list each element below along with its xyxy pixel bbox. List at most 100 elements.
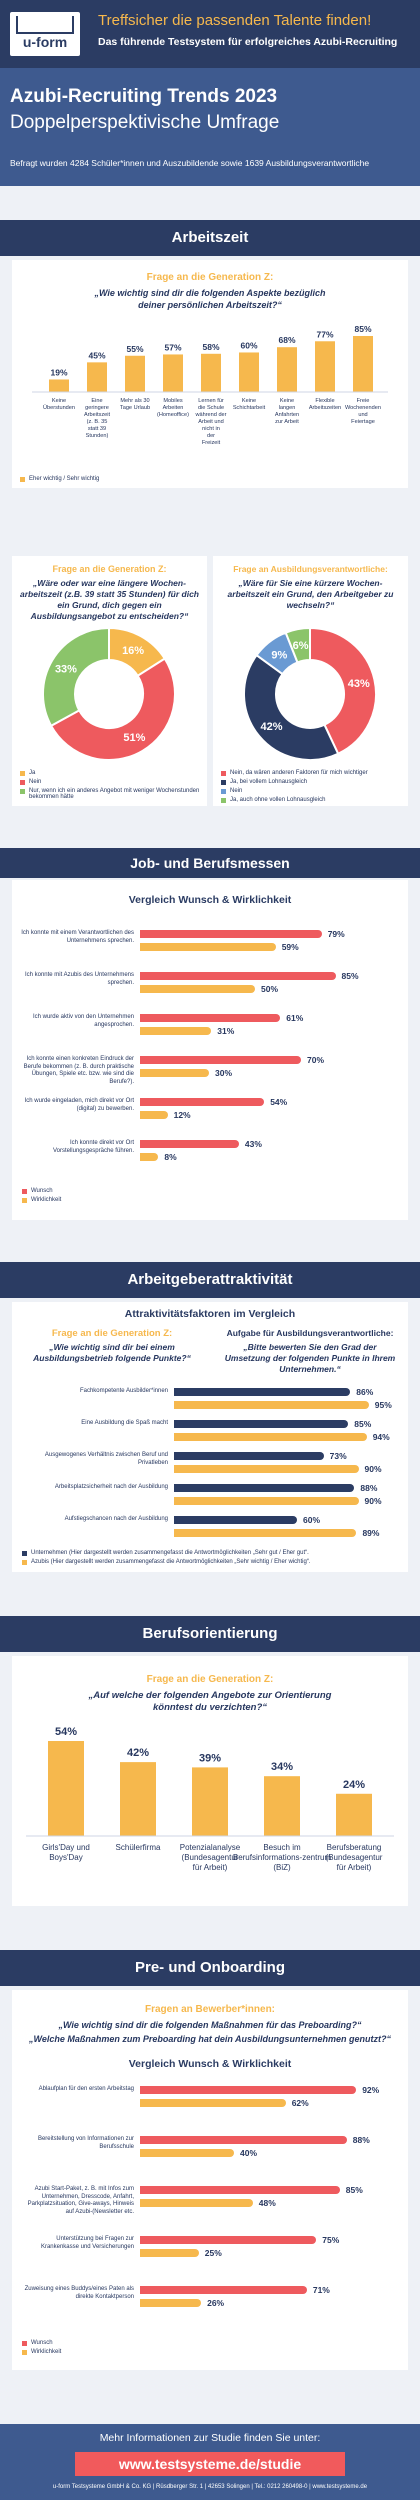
category-tick-label: Eine [91, 398, 102, 404]
hero: Azubi-Recruiting Trends 2023 Doppelpersp… [0, 68, 420, 186]
legend-label: Wunsch [31, 1188, 53, 1194]
bar [140, 1056, 301, 1064]
header: u-form Treffsicher die passenden Talente… [0, 0, 420, 68]
bar-value-label: 54% [55, 1726, 77, 1738]
legend-label: Ja, auch ohne vollen Lohnausgleich [230, 797, 326, 803]
bar [140, 943, 276, 951]
category-tick-label: Mehr als 30 [120, 398, 149, 404]
legend-swatch [20, 477, 25, 482]
category-tick-label: statt 39 [88, 426, 106, 432]
bar-value-label: 54% [270, 1097, 288, 1107]
row-label: Ich wurde eingeladen, mich direkt vor Or… [24, 1098, 134, 1112]
card-preboarding: Fragen an Bewerber*innen: „Wie wichtig s… [12, 1990, 408, 2370]
category-tick-label: (BiZ) [273, 1863, 291, 1872]
donut-slice [243, 653, 340, 761]
bar [140, 2149, 234, 2157]
category-tick-label: (z. B. 35 [87, 419, 108, 425]
bar [192, 1767, 228, 1836]
bar [140, 2236, 317, 2244]
category-tick-label: Berufsberatung [327, 1843, 382, 1852]
legend-swatch [22, 2350, 27, 2355]
question-audience: Frage an die Generation Z: [146, 272, 274, 283]
bar-chart-arbeitszeit: 19%KeineÜberstunden45%EinegeringereArbei… [32, 324, 388, 446]
row-label: Ich konnte mit Azubis des Unternehmens s… [24, 972, 134, 986]
bar [140, 2136, 347, 2144]
question-audience: Frage an die Generation Z: [146, 1674, 274, 1685]
category-tick-label: zur Arbeit [275, 419, 299, 425]
row-label: Eine Ausbildung die Spaß macht [81, 1420, 168, 1426]
bar-value-label: 48% [258, 2198, 276, 2208]
legend-label: Wirklichkeit [31, 1197, 62, 1203]
legend-item: Nein, da wären anderen Faktoren für mich… [221, 770, 401, 776]
legend-item: Unternehmen (Hier dargestellt werden zus… [22, 1550, 402, 1556]
page-subtitle: Doppelperspektivische Umfrage [10, 112, 280, 133]
legend: Eher wichtig / Sehr wichtig [20, 476, 99, 485]
category-tick-label: geringere [85, 405, 109, 411]
category-tick-label: (Bundesagentur [182, 1853, 239, 1862]
question-audience: Frage an die Generation Z: [52, 564, 167, 574]
category-tick-label: nicht in [202, 426, 220, 432]
footer: Mehr Informationen zur Studie finden Sie… [0, 2424, 420, 2500]
legend-swatch [221, 780, 226, 785]
bar [140, 2086, 357, 2094]
legend-label: Wunsch [31, 2340, 53, 2346]
category-tick-label: Girls'Day und [42, 1843, 90, 1852]
bar-value-label: 8% [164, 1152, 177, 1162]
category-tick-label: und [358, 412, 367, 418]
card-gen-z-donut: Frage an die Generation Z: „Wäre oder wa… [12, 556, 207, 806]
bar-value-label: 42% [127, 1747, 149, 1759]
bar-value-label: 45% [88, 350, 105, 360]
slice-value-label: 9% [271, 649, 287, 661]
bar-value-label: 85% [354, 324, 371, 334]
category-tick-label: Tage Urlaub [120, 405, 150, 411]
category-tick-label: Keine [242, 398, 256, 404]
category-tick-label: Arbeit und [198, 419, 224, 425]
row-label: Ich wurde aktiv von den Unternehmen ange… [32, 1014, 134, 1028]
bar-value-label: 60% [303, 1515, 321, 1525]
bar-value-label: 30% [215, 1068, 233, 1078]
study-link[interactable]: www.testsysteme.de/studie [75, 2452, 345, 2476]
bar [140, 2249, 199, 2257]
category-tick-label: Arbeiten [163, 405, 184, 411]
legend-label: Nein, da wären anderen Faktoren für mich… [230, 770, 368, 776]
bar [174, 1529, 357, 1537]
legend-item: Wunsch [22, 2340, 61, 2346]
hbar-chart-attr: Fachkompetente Ausbilder*innen 86% 95% Eine… [12, 1302, 408, 1572]
section-pre: Pre- und Onboarding [0, 1950, 420, 1986]
bar [264, 1776, 300, 1836]
tagline-primary: Treffsicher die passenden Talente finden… [98, 12, 372, 29]
category-tick-label: langen [279, 405, 296, 411]
bar-value-label: 24% [343, 1779, 365, 1791]
bar [48, 1741, 84, 1836]
bar-value-label: 90% [364, 1464, 382, 1474]
row-label: Bereitstellung von Informationen zur Ber… [37, 2136, 134, 2150]
bar-value-label: 34% [271, 1761, 293, 1773]
bar [174, 1516, 297, 1524]
bar [140, 930, 322, 938]
bar [140, 1153, 159, 1161]
chart-heading: Attraktivitätsfaktoren im Vergleich [124, 1308, 296, 1320]
category-tick-label: Wochenenden [345, 405, 381, 411]
footer-cta-text: Mehr Informationen zur Studie finden Sie… [99, 2432, 321, 2444]
question-text-2: „Welche Maßnahmen zum Preboarding hat de… [28, 2034, 392, 2044]
bar-value-label: 92% [362, 2085, 380, 2095]
question-audience: Aufgabe für Ausbildungsverantwortliche: [226, 1328, 394, 1338]
section-arbeitszeit: Arbeitszeit [0, 220, 420, 256]
bar-value-label: 12% [173, 1110, 191, 1120]
donut-slice [49, 657, 176, 761]
legend-label: Nein [29, 779, 42, 785]
row-label: Unterstützung bei Fragen zur Krankenkass… [40, 2236, 134, 2250]
category-tick-label: Feiertage [351, 419, 375, 425]
category-tick-label: Schichtarbeit [233, 405, 266, 411]
category-tick-label: Potenzialanalyse [180, 1843, 241, 1852]
legend-label: Wirklichkeit [31, 2349, 62, 2355]
bar [277, 347, 297, 392]
bar [140, 972, 336, 980]
legend-label: Azubis (Hier dargestellt werden zusammen… [31, 1559, 311, 1565]
bar [174, 1497, 359, 1505]
bar [174, 1452, 324, 1460]
bar [140, 1111, 168, 1119]
legend: Wunsch Wirklichkeit [22, 1188, 61, 1206]
legend: Nein, da wären anderen Faktoren für mich… [221, 770, 401, 806]
